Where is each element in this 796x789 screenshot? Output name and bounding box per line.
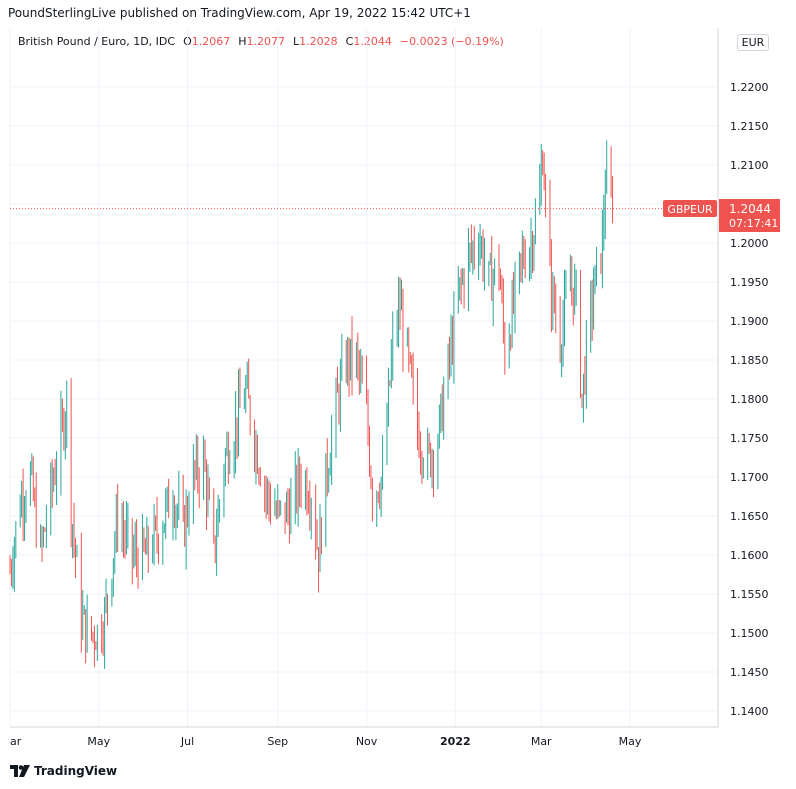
- y-tick-label: 1.1550: [730, 588, 769, 601]
- y-tick-label: 1.1400: [730, 705, 769, 718]
- close-label: C: [345, 35, 354, 48]
- low-value: 1.2028: [299, 35, 338, 48]
- high-label: H: [238, 35, 247, 48]
- symbol-legend: British Pound / Euro, 1D, IDCO1.2067H1.2…: [18, 35, 504, 48]
- time-axis-ticks: ar May Jul Sep Nov 2022 Mar May: [10, 735, 642, 748]
- y-tick-label: 1.1850: [730, 354, 769, 367]
- y-tick-label: 1.1700: [730, 471, 769, 484]
- tradingview-logo-icon: [10, 765, 30, 777]
- low-label: L: [293, 35, 300, 48]
- axes: [10, 28, 719, 728]
- grid: [9, 28, 718, 727]
- x-tick-label: Nov: [356, 735, 378, 748]
- price-tag-countdown: 07:17:41: [729, 217, 778, 230]
- x-tick-label: Sep: [267, 735, 288, 748]
- y-tick-label: 1.2000: [730, 237, 769, 250]
- y-tick-label: 1.1900: [730, 315, 769, 328]
- x-tick-label: Mar: [531, 735, 552, 748]
- x-tick-label: May: [619, 735, 642, 748]
- brand-name: TradingView: [34, 764, 118, 778]
- y-tick-label: 1.2150: [730, 120, 769, 133]
- x-tick-label: Jul: [180, 735, 194, 748]
- y-tick-label: 1.1500: [730, 627, 769, 640]
- symbol-tag-box: [663, 200, 717, 217]
- price-axis-ticks: 1.22001.21501.21001.20501.20001.19501.19…: [730, 81, 769, 718]
- currency-button[interactable]: EUR: [737, 34, 769, 51]
- symbol-tag-text: GBPEUR: [667, 203, 713, 216]
- y-tick-label: 1.1600: [730, 549, 769, 562]
- price-tag-box: [719, 199, 780, 232]
- price-tag-value: 1.2044: [729, 202, 771, 216]
- symbol-name: British Pound / Euro, 1D, IDC: [18, 35, 176, 48]
- tradingview-brand[interactable]: TradingView: [10, 764, 117, 778]
- high-value: 1.2077: [246, 35, 286, 48]
- open-value: 1.2067: [191, 35, 231, 48]
- y-tick-label: 1.1650: [730, 510, 769, 523]
- y-tick-label: 1.2200: [730, 81, 769, 94]
- x-tick-label: May: [87, 735, 110, 748]
- y-tick-label: 1.2100: [730, 159, 769, 172]
- ohlc-bars: [9, 140, 614, 669]
- y-tick-label: 1.1750: [730, 432, 769, 445]
- change-value: −0.0023 (−0.19%): [399, 35, 504, 48]
- y-tick-label: 1.1800: [730, 393, 769, 406]
- x-tick-label: ar: [10, 735, 22, 748]
- last-price-tag: GBPEUR 1.2044 07:17:41: [663, 199, 780, 232]
- publisher-line: PoundSterlingLive published on TradingVi…: [8, 6, 471, 20]
- x-tick-label: 2022: [440, 735, 471, 748]
- close-value: 1.2044: [353, 35, 392, 48]
- y-tick-label: 1.1450: [730, 666, 769, 679]
- y-tick-label: 1.1950: [730, 276, 769, 289]
